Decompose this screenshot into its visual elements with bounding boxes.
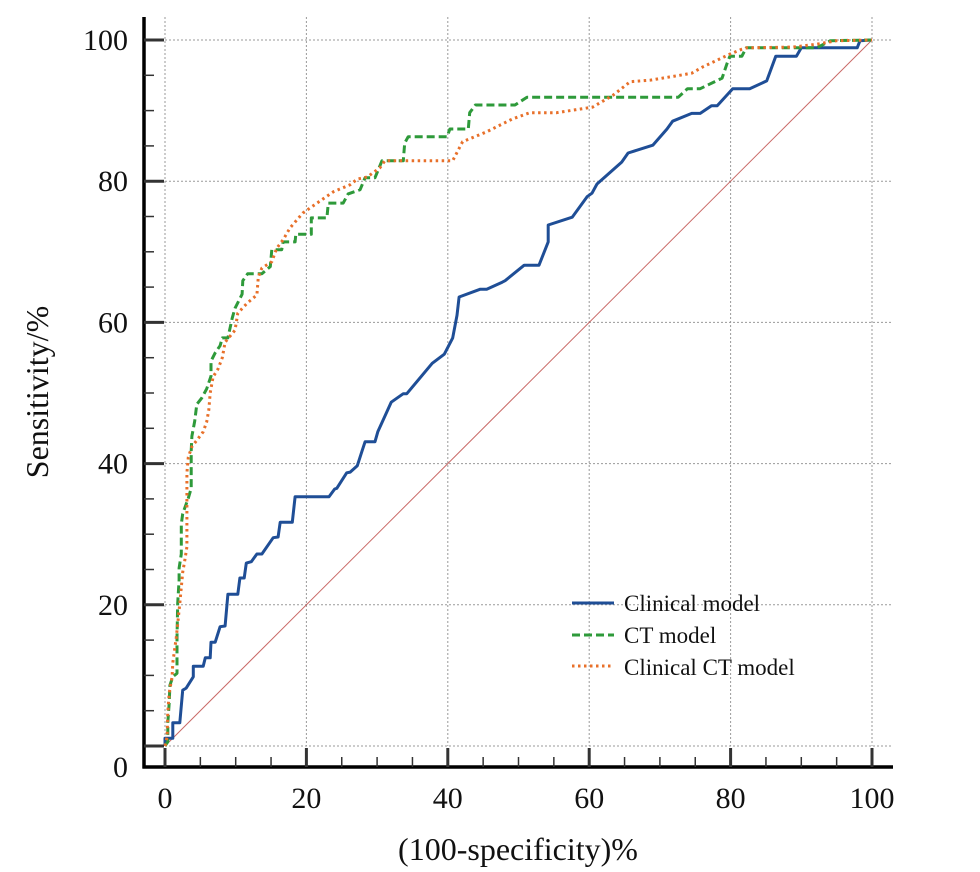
y-tick-label: 0 <box>113 751 128 784</box>
x-tick-label: 60 <box>574 782 604 815</box>
legend: Clinical model CT model Clinical CT mode… <box>572 591 795 680</box>
x-axis-title: (100-specificity)% <box>398 831 638 867</box>
tick-labels: 0 20 40 60 80 100 0 20 40 60 80 100 <box>83 24 895 815</box>
y-tick-label: 100 <box>83 24 128 57</box>
ticks <box>144 38 874 767</box>
x-tick-label: 20 <box>291 782 321 815</box>
reference-diagonal-line <box>164 39 873 747</box>
x-tick-label: 0 <box>158 782 173 815</box>
x-tick-label: 80 <box>716 782 746 815</box>
y-axis-title: Sensitivity/% <box>19 306 55 478</box>
x-tick-label: 100 <box>850 782 895 815</box>
legend-label-clinical-model: Clinical model <box>624 591 760 616</box>
series-line-clinical-model <box>163 38 873 746</box>
series-line-ct-model <box>163 38 873 747</box>
grid <box>164 17 893 747</box>
legend-label-ct-model: CT model <box>624 623 716 648</box>
series-line-clinical-ct-model <box>163 38 873 747</box>
x-tick-label: 40 <box>433 782 463 815</box>
legend-label-clinical-ct-model: Clinical CT model <box>624 655 795 680</box>
y-tick-label: 20 <box>98 589 128 622</box>
y-tick-label: 60 <box>98 306 128 339</box>
reference-diagonal-layer <box>164 39 873 747</box>
series-layer <box>163 38 873 747</box>
y-tick-label: 40 <box>98 448 128 481</box>
y-tick-label: 80 <box>98 165 128 198</box>
